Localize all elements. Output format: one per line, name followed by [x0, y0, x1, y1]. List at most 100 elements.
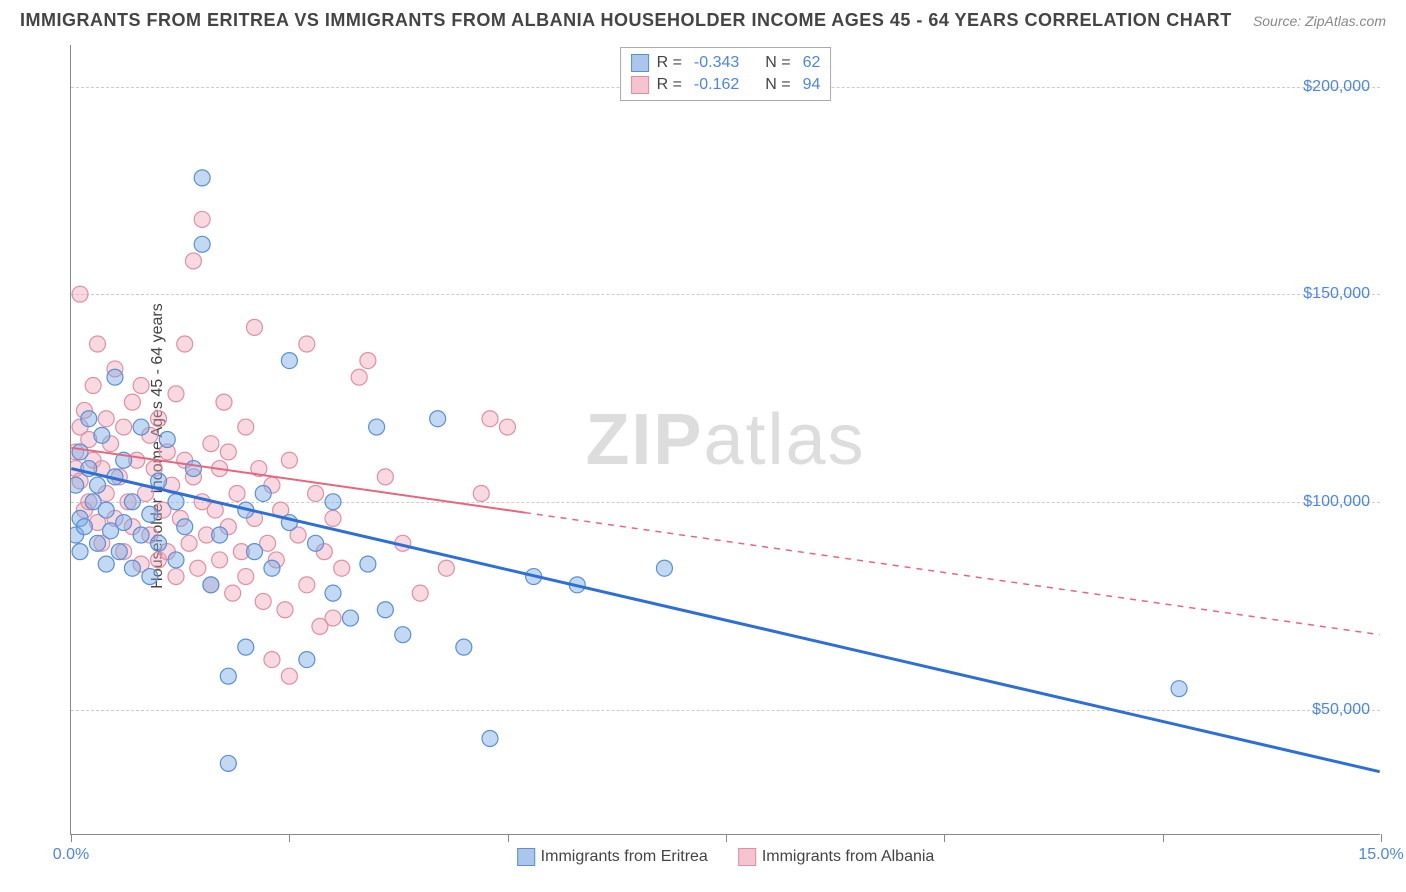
- data-point: [438, 560, 454, 576]
- data-point: [177, 519, 193, 535]
- x-tick: [289, 834, 290, 842]
- data-point: [220, 668, 236, 684]
- data-point: [181, 535, 197, 551]
- data-point: [124, 394, 140, 410]
- data-point: [151, 411, 167, 427]
- data-point: [369, 419, 385, 435]
- x-tick: [508, 834, 509, 842]
- data-point: [325, 585, 341, 601]
- data-point: [229, 485, 245, 501]
- data-point: [308, 485, 324, 501]
- data-point: [124, 560, 140, 576]
- data-point: [81, 411, 97, 427]
- x-tick-label: 0.0%: [53, 846, 89, 864]
- data-point: [194, 236, 210, 252]
- data-point: [264, 560, 280, 576]
- data-point: [177, 336, 193, 352]
- data-point: [1171, 681, 1187, 697]
- data-point: [377, 602, 393, 618]
- data-point: [499, 419, 515, 435]
- data-point: [98, 502, 114, 518]
- legend-swatch-albania: [631, 76, 649, 94]
- data-point: [299, 652, 315, 668]
- legend-swatch-albania-bottom: [738, 848, 756, 866]
- data-point: [71, 477, 84, 493]
- data-point: [430, 411, 446, 427]
- data-point: [85, 378, 101, 394]
- data-point: [247, 544, 263, 560]
- data-point: [360, 353, 376, 369]
- data-point: [203, 577, 219, 593]
- data-point: [98, 556, 114, 572]
- data-point: [133, 378, 149, 394]
- legend-swatch-eritrea-bottom: [517, 848, 535, 866]
- data-point: [212, 552, 228, 568]
- data-point: [238, 419, 254, 435]
- chart-title: IMMIGRANTS FROM ERITREA VS IMMIGRANTS FR…: [20, 10, 1232, 31]
- x-tick: [944, 834, 945, 842]
- data-point: [168, 552, 184, 568]
- data-point: [90, 477, 106, 493]
- data-point: [151, 535, 167, 551]
- data-point: [168, 569, 184, 585]
- data-point: [334, 560, 350, 576]
- data-point: [220, 444, 236, 460]
- x-tick: [1163, 834, 1164, 842]
- data-point: [360, 556, 376, 572]
- data-point: [395, 627, 411, 643]
- scatter-svg: [71, 45, 1380, 834]
- data-point: [264, 652, 280, 668]
- data-point: [185, 461, 201, 477]
- data-point: [90, 535, 106, 551]
- x-tick: [71, 834, 72, 842]
- data-point: [116, 515, 132, 531]
- data-point: [133, 527, 149, 543]
- data-point: [281, 353, 297, 369]
- data-point: [325, 510, 341, 526]
- data-point: [159, 432, 175, 448]
- legend-label-eritrea: Immigrants from Eritrea: [541, 848, 708, 866]
- legend-item-albania: Immigrants from Albania: [738, 848, 935, 866]
- n-value-eritrea: 62: [803, 54, 821, 72]
- data-point: [168, 386, 184, 402]
- data-point: [412, 585, 428, 601]
- data-point: [72, 286, 88, 302]
- data-point: [98, 411, 114, 427]
- data-point: [482, 730, 498, 746]
- data-point: [194, 211, 210, 227]
- data-point: [656, 560, 672, 576]
- data-point: [342, 610, 358, 626]
- data-point: [168, 494, 184, 510]
- legend-label-albania: Immigrants from Albania: [762, 848, 935, 866]
- data-point: [281, 452, 297, 468]
- x-tick: [726, 834, 727, 842]
- data-point: [473, 485, 489, 501]
- data-point: [255, 593, 271, 609]
- data-point: [220, 755, 236, 771]
- legend-row-eritrea: R =-0.343 N =62: [631, 52, 821, 74]
- data-point: [212, 527, 228, 543]
- data-point: [482, 411, 498, 427]
- data-point: [185, 253, 201, 269]
- data-point: [277, 602, 293, 618]
- data-point: [111, 544, 127, 560]
- data-point: [72, 544, 88, 560]
- r-value-albania: -0.162: [694, 76, 739, 94]
- data-point: [299, 336, 315, 352]
- data-point: [190, 560, 206, 576]
- data-point: [142, 569, 158, 585]
- data-point: [76, 519, 92, 535]
- data-point: [238, 569, 254, 585]
- data-point: [203, 436, 219, 452]
- data-point: [255, 485, 271, 501]
- r-value-eritrea: -0.343: [694, 54, 739, 72]
- chart-plot-area: ZIPatlas R =-0.343 N =62 R =-0.162 N =94…: [70, 45, 1380, 835]
- data-point: [72, 444, 88, 460]
- series-legend: Immigrants from Eritrea Immigrants from …: [517, 848, 935, 866]
- data-point: [377, 469, 393, 485]
- data-point: [351, 369, 367, 385]
- data-point: [281, 668, 297, 684]
- trend-line: [71, 469, 1379, 772]
- data-point: [142, 506, 158, 522]
- data-point: [456, 639, 472, 655]
